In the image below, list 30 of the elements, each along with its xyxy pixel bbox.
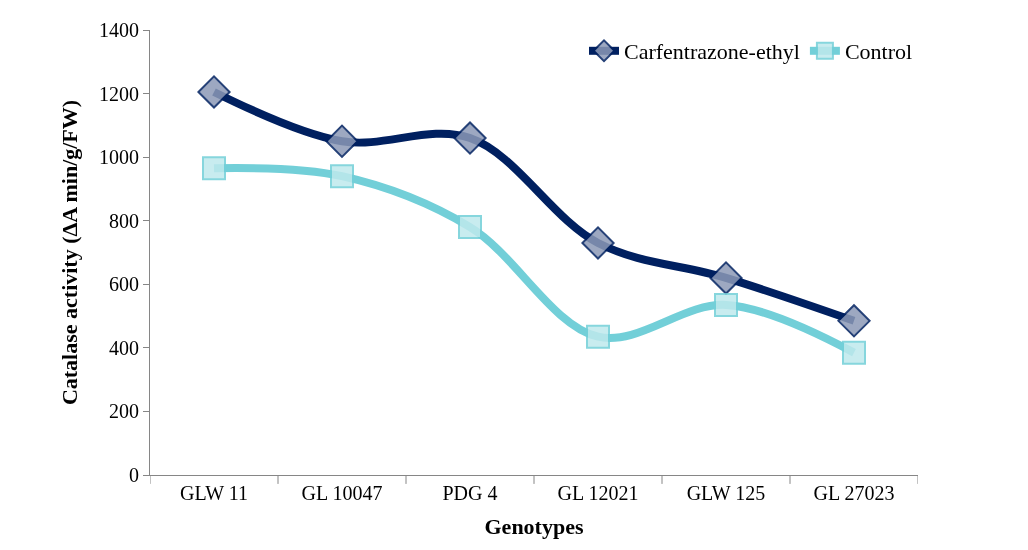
x-tick-label: GL 12021: [557, 482, 639, 504]
point: [581, 226, 615, 260]
point: [453, 121, 487, 155]
x-axis-title: Genotypes: [484, 513, 584, 539]
y-axis-title: Catalase activity (ΔA min/g/FW): [56, 99, 82, 406]
point: [330, 164, 354, 189]
legend-label: Carfentrazone-ethyl: [624, 39, 800, 65]
x-tick-label: GLW 11: [180, 482, 248, 504]
x-tick-label: GL 27023: [813, 482, 895, 504]
point: [458, 215, 482, 240]
y-tick-label: 600: [109, 273, 139, 296]
y-tick-label: 0: [129, 464, 139, 486]
x-tick-label: GL 10047: [301, 482, 383, 504]
x-tick-label: PDG 4: [442, 482, 498, 504]
point: [325, 124, 359, 158]
y-tick-label: 200: [109, 400, 139, 423]
legend-label: Control: [844, 39, 913, 65]
x-tick-label: GLW 125: [686, 482, 766, 504]
point: [197, 75, 231, 109]
point: [586, 324, 610, 349]
y-tick-label: 800: [109, 209, 139, 232]
point: [709, 261, 743, 295]
y-tick-label: 1200: [99, 82, 139, 105]
y-tick-label: 1400: [99, 19, 139, 41]
point: [714, 292, 738, 317]
point: [837, 304, 871, 338]
point: [202, 156, 226, 181]
y-tick-label: 400: [109, 336, 139, 359]
point: [842, 340, 866, 365]
y-tick-label: 1000: [99, 146, 139, 169]
